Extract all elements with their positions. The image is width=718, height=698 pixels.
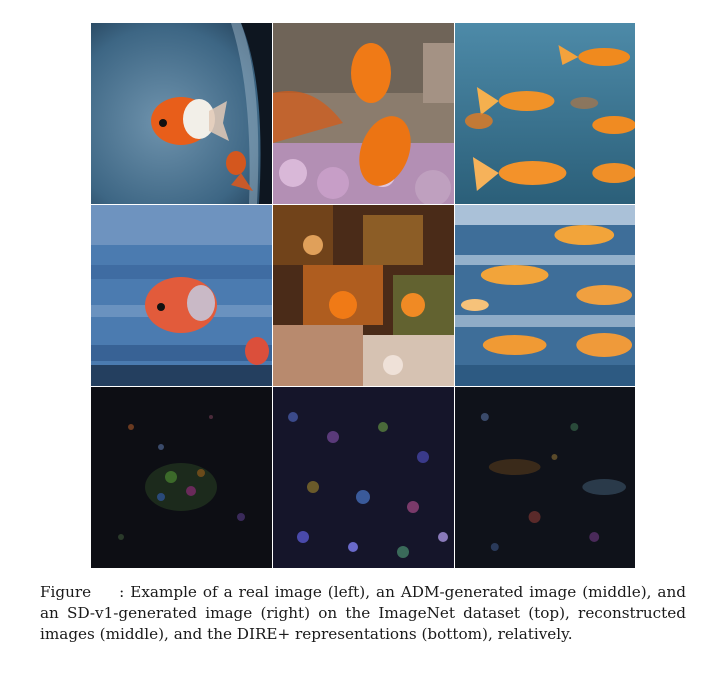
reconstructed-adm-image — [273, 205, 454, 386]
caption-label: Figure — [40, 583, 92, 601]
sd-v1-generated-image-goldfish — [455, 23, 635, 204]
reconstructed-real-image — [91, 205, 272, 386]
real-image-goldfish-aquarium — [91, 23, 272, 204]
dire-plus-representation-adm — [273, 387, 454, 568]
figure-image-grid — [91, 23, 635, 568]
caption-text: : Example of a real image (left), an ADM… — [40, 583, 686, 644]
dire-plus-representation-real — [91, 387, 272, 568]
figure-caption: Figure: Example of a real image (left), … — [40, 582, 686, 646]
reconstructed-sd-v1-image — [455, 205, 635, 386]
adm-generated-image-goldfish — [273, 23, 454, 204]
dire-plus-representation-sd-v1 — [455, 387, 635, 568]
